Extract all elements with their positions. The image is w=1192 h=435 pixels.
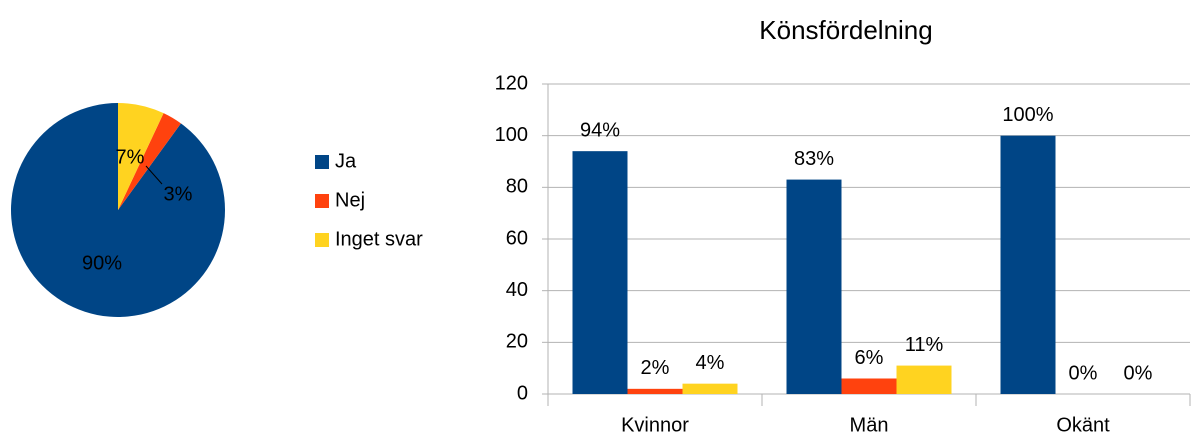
y-tick-label: 120 bbox=[495, 72, 528, 94]
data-label: 11% bbox=[905, 334, 944, 356]
legend-swatch bbox=[315, 194, 329, 208]
data-label: 6% bbox=[855, 347, 884, 369]
bar bbox=[572, 151, 628, 394]
legend-label: Inget svar bbox=[335, 228, 423, 250]
y-tick-label: 100 bbox=[495, 124, 528, 146]
y-tick-label: 80 bbox=[506, 176, 528, 198]
x-tick-label: Kvinnor bbox=[621, 414, 689, 435]
data-label: 2% bbox=[641, 357, 670, 379]
y-tick-label: 0 bbox=[517, 382, 528, 404]
pie-slice bbox=[118, 113, 181, 210]
leader-line bbox=[145, 165, 163, 185]
data-label: 94% bbox=[580, 119, 620, 141]
bar bbox=[627, 388, 683, 394]
bar bbox=[786, 179, 842, 394]
legend-label: Nej bbox=[335, 189, 365, 211]
bar bbox=[841, 378, 897, 394]
pie-slice bbox=[118, 103, 164, 210]
data-label: 4% bbox=[696, 352, 725, 374]
data-label: 100% bbox=[1002, 104, 1053, 126]
bar bbox=[682, 383, 738, 394]
pie-label: 90% bbox=[82, 252, 122, 274]
pie-label: 3% bbox=[164, 183, 193, 205]
legend-swatch bbox=[315, 233, 329, 247]
y-tick-label: 40 bbox=[506, 279, 528, 301]
data-label: 0% bbox=[1124, 362, 1153, 384]
data-label: 83% bbox=[794, 148, 834, 170]
chart-title: Könsfördelning bbox=[759, 15, 932, 45]
x-tick-label: Män bbox=[850, 414, 889, 435]
pie-slice bbox=[11, 103, 226, 317]
y-tick-label: 20 bbox=[506, 331, 528, 353]
legend-swatch bbox=[315, 155, 329, 169]
legend-label: Ja bbox=[335, 150, 357, 172]
bar bbox=[1000, 135, 1056, 394]
x-tick-label: Okänt bbox=[1056, 414, 1110, 435]
bar bbox=[896, 365, 952, 394]
pie-label: 7% bbox=[116, 146, 145, 168]
y-tick-label: 60 bbox=[506, 227, 528, 249]
data-label: 0% bbox=[1069, 362, 1098, 384]
